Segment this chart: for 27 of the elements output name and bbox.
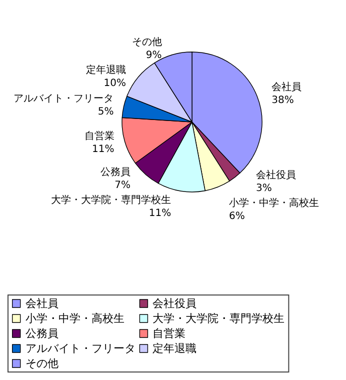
legend-label: 会社員: [25, 297, 58, 310]
legend-label: 小学・中学・高校生: [25, 312, 124, 325]
data-label: 3%: [256, 183, 272, 194]
slice-label: 会社員: [272, 81, 302, 94]
slice-label: 公務員: [100, 166, 130, 178]
slice-label: その他: [132, 36, 162, 48]
slice-label: 会社役員: [256, 169, 296, 182]
legend-label: 会社役員: [152, 297, 197, 310]
legend-label: 公務員: [25, 327, 58, 340]
data-label: 5%: [98, 106, 114, 118]
legend-label: 大学・大学院・専門学校生: [152, 312, 285, 325]
slice-label: 小学・中学・高校生: [228, 197, 319, 210]
slice-label: 大学・大学院・専門学校生: [51, 194, 172, 206]
data-label: 11%: [148, 208, 172, 220]
data-label: 7%: [114, 180, 130, 192]
slice-label: 定年退職: [86, 64, 126, 76]
data-label: 38%: [272, 95, 294, 106]
data-label: 9%: [146, 50, 162, 62]
legend-label: 自営業: [152, 327, 186, 340]
data-label: 6%: [228, 211, 245, 222]
legend-label: アルバイト・フリータ: [25, 342, 136, 355]
slice-label: 自営業: [84, 130, 114, 142]
data-label: 11%: [92, 144, 114, 156]
data-label: 10%: [104, 78, 126, 90]
legend-label: 定年退職: [152, 342, 197, 355]
slice-label: アルバイト・フリータ: [14, 93, 114, 104]
legend-label: その他: [25, 357, 58, 370]
